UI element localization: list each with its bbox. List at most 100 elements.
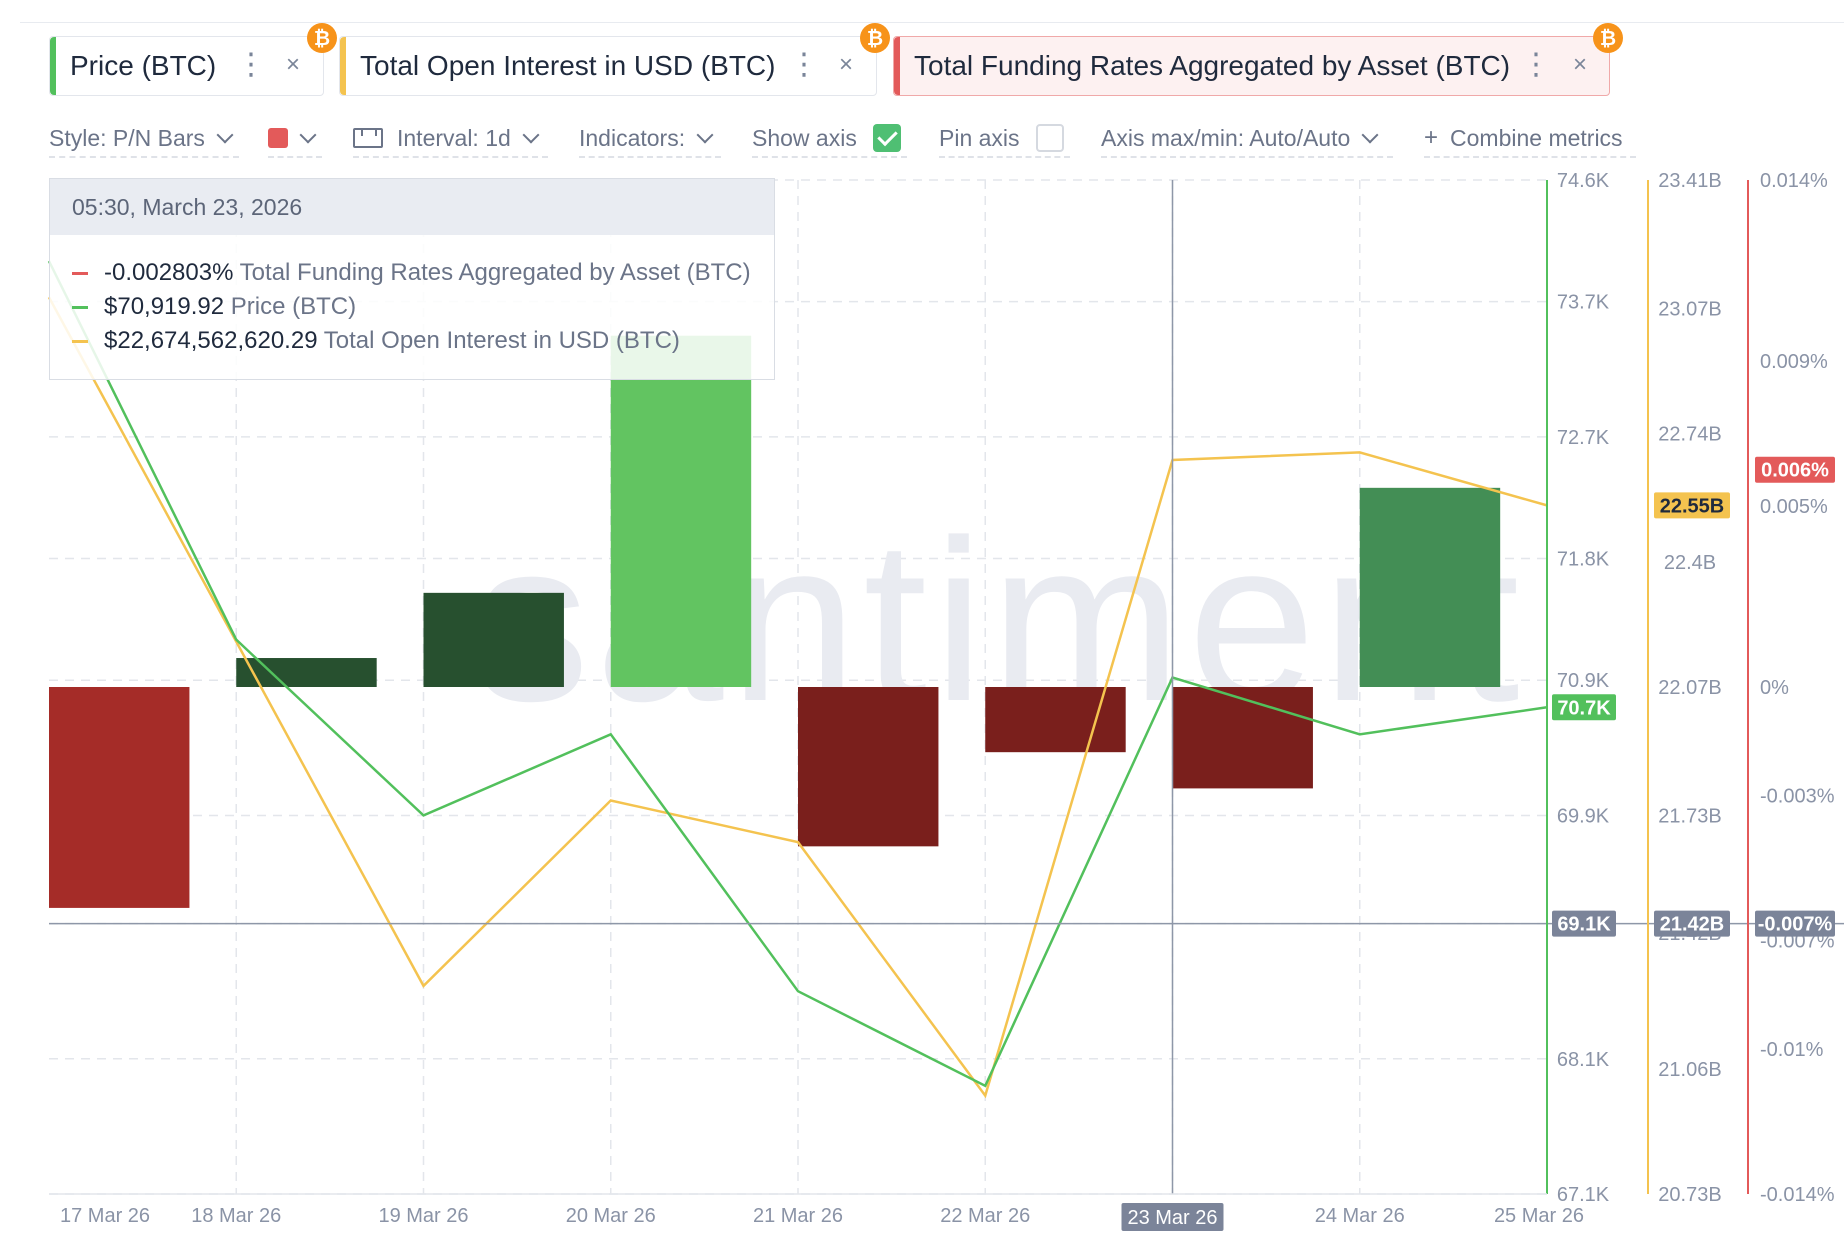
open-interest-current-badge: 22.55B [1660, 495, 1725, 517]
metric-label: Total Funding Rates Aggregated by Asset … [914, 50, 1511, 81]
x-axis-tick-label: 22 Mar 26 [940, 1205, 1030, 1227]
open-interest-axis-tick-label: 22.07B [1658, 677, 1721, 699]
open-interest-line [47, 296, 1548, 1099]
funding-rate-axis-tick-label: 0% [1760, 677, 1789, 699]
axis-maxmin-label: Axis max/min: Auto/Auto [1101, 124, 1351, 151]
interval-select[interactable]: Interval: 1d [353, 120, 548, 158]
open-interest-axis-tick-label: 20.73B [1658, 1184, 1721, 1206]
series-color-dash [72, 272, 88, 276]
funding-rate-bar [49, 687, 190, 908]
x-axis-tick-label: 20 Mar 26 [566, 1205, 656, 1227]
metric-label: Total Open Interest in USD (BTC) [360, 50, 776, 81]
tooltip-row: $70,919.92 Price (BTC) [72, 293, 356, 321]
price-current-badge: 70.7K [1557, 697, 1611, 719]
bitcoin-icon: ₿ [1593, 23, 1623, 53]
open-interest-axis-tick-label: 22.74B [1658, 424, 1721, 446]
funding-rate-bar [985, 687, 1126, 753]
metric-chip-funding-rates[interactable]: Total Funding Rates Aggregated by Asset … [893, 23, 1623, 96]
open-interest-axis-tick-label: 23.07B [1658, 299, 1721, 321]
x-crosshair-badge-bg [1121, 1203, 1224, 1231]
x-axis-tick-label: 18 Mar 26 [191, 1205, 281, 1227]
funding-rate-bar [1172, 687, 1313, 789]
open-interest-axis-tick-label: 21.73B [1658, 806, 1721, 828]
price-crosshair-badge-bg [1552, 910, 1616, 937]
funding-rate-axis-tick-label: 0.009% [1760, 351, 1828, 373]
bitcoin-icon: ₿ [307, 23, 337, 53]
tooltip-series-name: Price (BTC) [230, 293, 357, 320]
tooltip-date: 05:30, March 23, 2026 [50, 179, 774, 235]
calendar-icon [353, 128, 383, 148]
tooltip-value: $70,919.92 [104, 293, 225, 320]
funding-rate-axis-tick-label: -0.01% [1760, 1039, 1824, 1061]
color-swatch [268, 128, 288, 148]
funding-rate-bar [798, 687, 939, 847]
funding-rate-bar [423, 592, 564, 687]
funding-rate-current-badge: 0.006% [1761, 460, 1829, 482]
close-icon[interactable]: × [839, 51, 854, 78]
more-options-icon[interactable]: ⋮ [236, 48, 266, 81]
x-axis-tick-label: 24 Mar 26 [1315, 1205, 1405, 1227]
show-axis-label: Show axis [752, 124, 857, 151]
price-axis-tick-label: 70.9K [1557, 670, 1610, 692]
open-interest-crosshair-badge-bg [1654, 910, 1730, 937]
funding-rate-axis-tick-label: -0.003% [1760, 786, 1835, 808]
series-color-dash [72, 340, 88, 344]
price-axis-tick-label: 68.1K [1557, 1049, 1610, 1071]
checkbox-checked-icon[interactable] [872, 124, 901, 152]
interval-label: Interval: 1d [397, 124, 511, 151]
indicators-label: Indicators: [579, 124, 686, 151]
funding-rate-axis-tick-label: -0.014% [1760, 1184, 1835, 1206]
price-axis-tick-label: 72.7K [1557, 427, 1610, 449]
funding-rate-bar [1359, 487, 1501, 687]
tooltip-series-name: Total Open Interest in USD (BTC) [323, 327, 680, 354]
metric-color-bar [894, 37, 900, 95]
combine-metrics-label: Combine metrics [1450, 124, 1623, 151]
x-axis-tick-label: 17 Mar 26 [60, 1205, 150, 1227]
checkbox-unchecked-icon[interactable] [1035, 124, 1064, 152]
metric-chip-open-interest[interactable]: Total Open Interest in USD (BTC) ⋮ × ₿ [339, 23, 890, 96]
more-options-icon[interactable]: ⋮ [1521, 48, 1551, 81]
top-divider [20, 22, 1844, 23]
price-axis-tick-label: 67.1K [1557, 1184, 1610, 1206]
price-current-badge-bg [1552, 694, 1616, 721]
hover-tooltip: 05:30, March 23, 2026 -0.002803% Total F… [49, 178, 775, 380]
open-interest-current-badge-bg [1654, 492, 1730, 519]
funding-rate-axis-tick-label: 0.005% [1760, 496, 1828, 518]
color-select[interactable] [268, 120, 322, 158]
style-label: Style: P/N Bars [49, 124, 205, 151]
metric-chip-price[interactable]: Price (BTC) ⋮ × ₿ [49, 23, 337, 96]
indicators-select[interactable]: Indicators: [579, 120, 721, 158]
close-icon[interactable]: × [1573, 51, 1588, 78]
axis-maxmin-select[interactable]: Axis max/min: Auto/Auto [1101, 120, 1393, 158]
tooltip-value: $22,674,562,620.29 [104, 327, 318, 354]
series-color-dash [72, 306, 88, 310]
funding-rate-current-badge-bg [1755, 456, 1835, 483]
close-icon[interactable]: × [286, 51, 301, 78]
funding-rate-crosshair-badge: -0.007% [1758, 914, 1833, 936]
metric-color-bar [50, 37, 56, 95]
price-line [47, 260, 1548, 1088]
open-interest-axis-tick-label: 23.41B [1658, 170, 1721, 192]
price-crosshair-badge: 69.1K [1557, 914, 1611, 936]
combine-metrics-button[interactable]: + Combine metrics [1424, 120, 1636, 158]
price-axis-tick-label: 69.9K [1557, 805, 1610, 827]
funding-rate-bar [610, 335, 752, 687]
open-interest-axis-tick-label: 22.4B [1664, 552, 1716, 574]
tooltip-series-name: Total Funding Rates Aggregated by Asset … [239, 259, 751, 286]
bitcoin-icon: ₿ [860, 23, 890, 53]
more-options-icon[interactable]: ⋮ [789, 48, 819, 81]
open-interest-axis-tick-label: 21.06B [1658, 1059, 1721, 1081]
funding-rate-axis-tick-label: 0.014% [1760, 170, 1828, 192]
tooltip-row: -0.002803% Total Funding Rates Aggregate… [72, 259, 751, 287]
show-axis-toggle[interactable]: Show axis [752, 120, 907, 158]
metric-color-bar [340, 37, 346, 95]
style-select[interactable]: Style: P/N Bars [49, 120, 239, 158]
open-interest-crosshair-badge: 21.42B [1660, 914, 1725, 936]
funding-rate-crosshair-badge-bg [1755, 910, 1835, 937]
x-axis-tick-label: 19 Mar 26 [378, 1205, 468, 1227]
x-axis-tick-label: 21 Mar 26 [753, 1205, 843, 1227]
price-axis-tick-label: 74.6K [1557, 170, 1610, 192]
price-axis-tick-label: 71.8K [1557, 549, 1610, 571]
pin-axis-toggle[interactable]: Pin axis [939, 120, 1070, 158]
